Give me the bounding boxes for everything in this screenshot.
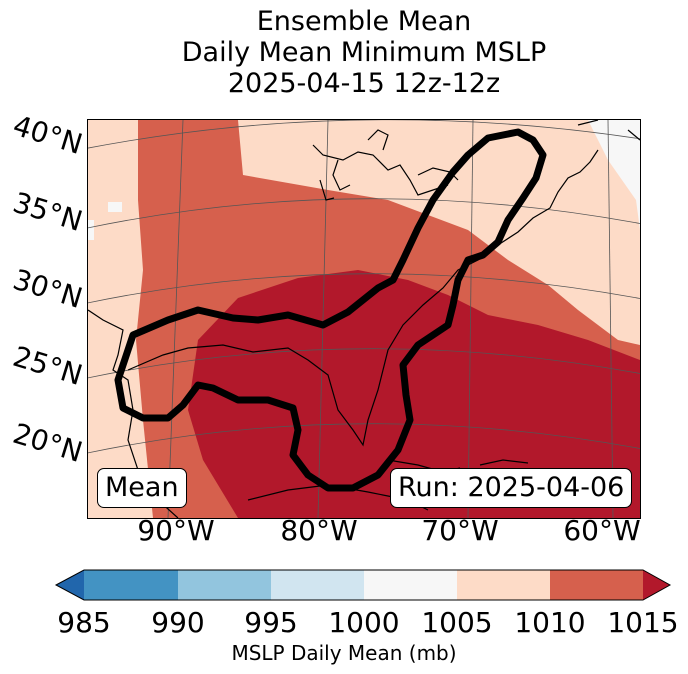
lat-label-40: 40°N — [9, 108, 87, 161]
colorbar-outline — [54, 569, 672, 601]
pressure-map — [88, 120, 640, 518]
lat-label-20: 20°N — [9, 416, 87, 469]
map-panel: Mean Run: 2025-04-06 — [87, 119, 641, 519]
colorbar-segment-995-1000 — [271, 570, 364, 600]
colorbar-tick-995: 995 — [244, 606, 298, 639]
colorbar-tick-990: 990 — [151, 606, 205, 639]
lat-label-35: 35°N — [9, 185, 87, 238]
lon-label-60w: 60°W — [563, 514, 641, 547]
lat-label-30: 30°N — [9, 262, 87, 315]
colorbar-label: MSLP Daily Mean (mb) — [231, 641, 457, 665]
colorbar-upper-extension — [643, 570, 670, 600]
title-line-1: Ensemble Mean — [256, 6, 472, 37]
lat-label-25: 25°N — [9, 339, 87, 392]
colorbar-tick-1000: 1000 — [328, 606, 400, 639]
mslp-band-gt-1015 — [188, 270, 640, 518]
colorbar-tick-1015: 1015 — [607, 606, 679, 639]
colorbar — [54, 569, 672, 601]
lon-label-80w: 80°W — [280, 514, 358, 547]
run-date-inset-label: Run: 2025-04-06 — [390, 468, 633, 508]
title-line-2: Daily Mean Minimum MSLP — [181, 37, 547, 68]
colorbar-segment-1005-1010 — [457, 570, 550, 600]
mean-inset-label: Mean — [97, 468, 187, 508]
highlight-region-outline — [114, 128, 547, 492]
lon-label-70w: 70°W — [421, 514, 499, 547]
title-line-3: 2025-04-15 12z-12z — [227, 68, 501, 99]
lon-label-90w: 90°W — [137, 514, 215, 547]
colorbar-segment-1010-1015 — [550, 570, 643, 600]
colorbar-segment-1000-1005 — [364, 570, 457, 600]
colorbar-tick-985: 985 — [57, 606, 111, 639]
colorbar-segment-990-995 — [178, 570, 271, 600]
colorbar-tick-1010: 1010 — [514, 606, 586, 639]
colorbar-tick-1005: 1005 — [421, 606, 493, 639]
chart-title: Ensemble Mean Daily Mean Minimum MSLP 20… — [0, 6, 688, 99]
colorbar-segment-985-990 — [84, 570, 178, 600]
colorbar-lower-extension — [56, 570, 84, 600]
